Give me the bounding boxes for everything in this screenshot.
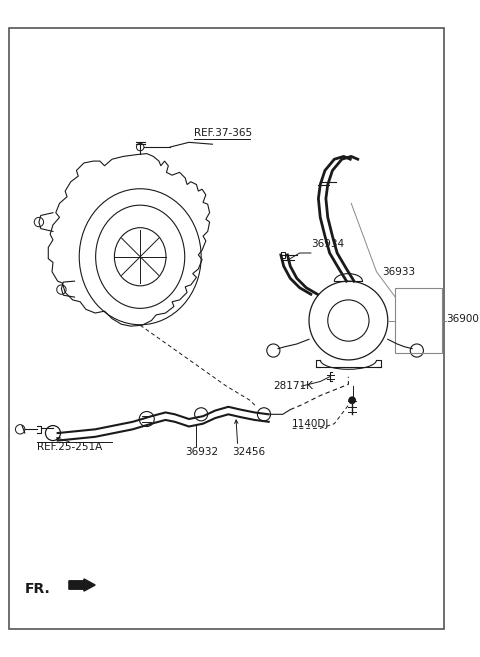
Text: 1140DJ: 1140DJ (292, 419, 329, 428)
Text: 28171K: 28171K (274, 381, 313, 391)
Text: 36932: 36932 (185, 447, 218, 457)
Bar (396, 288, 442, 353)
Text: 36933: 36933 (382, 267, 415, 277)
Text: 32456: 32456 (232, 447, 265, 457)
FancyArrow shape (69, 579, 95, 591)
Text: 36934: 36934 (311, 239, 344, 249)
Text: REF.25-251A: REF.25-251A (37, 442, 102, 453)
Text: FR.: FR. (25, 581, 50, 596)
Circle shape (349, 397, 355, 403)
Text: 36900: 36900 (446, 313, 479, 324)
Text: REF.37-365: REF.37-365 (193, 127, 252, 138)
